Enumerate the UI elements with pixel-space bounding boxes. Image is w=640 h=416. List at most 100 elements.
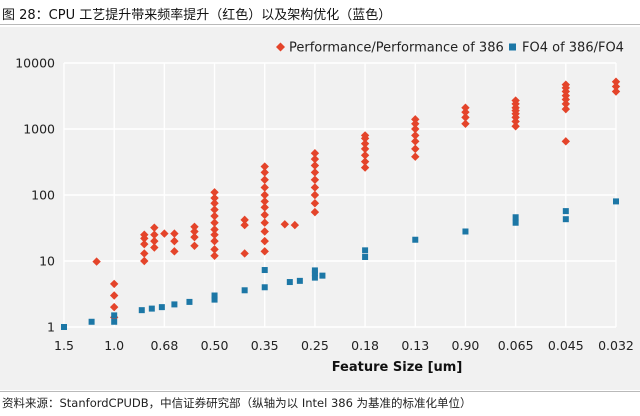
performance-point (461, 107, 470, 117)
fo4-point (148, 305, 155, 312)
performance-point (310, 148, 320, 158)
x-axis-title: Feature Size [um] (332, 360, 463, 375)
performance-point (260, 168, 269, 177)
performance-point (210, 211, 219, 221)
performance-point (140, 256, 149, 266)
fo4-point (412, 236, 419, 243)
figure-title: 图 28：CPU 工艺提升带来频率提升（红色）以及架构优化（蓝色） (2, 8, 392, 23)
performance-point (150, 230, 159, 239)
fo4-point (61, 324, 67, 330)
performance-point (260, 203, 269, 212)
performance-point (260, 218, 269, 227)
performance-point (210, 236, 219, 246)
y-tick-label: 1 (47, 320, 55, 335)
fo4-series (61, 198, 619, 330)
performance-point (260, 210, 269, 220)
performance-point (190, 241, 199, 250)
fo4-point (462, 228, 469, 235)
fo4-point (211, 292, 218, 299)
fo4-point (211, 296, 218, 303)
y-tick-labels: 1 10 100 1000 10000 (15, 56, 55, 335)
fo4-point (512, 219, 519, 226)
scatter-chart: 1 10 100 1000 10000 1.5 1.0 0.68 0.50 0.35 0.25 0.… (15, 41, 634, 376)
performance-point (511, 122, 520, 131)
x-tick-label: 0.045 (548, 338, 584, 353)
performance-point (140, 249, 149, 258)
fo4-point (311, 274, 318, 281)
performance-point (511, 96, 520, 105)
fo4-point (296, 277, 303, 284)
performance-point (260, 190, 269, 200)
fo4-point (613, 198, 619, 205)
y-tick-label: 10 (39, 254, 55, 269)
performance-point (360, 144, 370, 154)
performance-point (310, 175, 320, 184)
fo4-point (362, 247, 369, 254)
performance-point (190, 232, 199, 242)
x-tick-label: 1.0 (104, 338, 124, 353)
legend: Performance/Performance of 386 FO4 of 38… (276, 41, 624, 56)
fo4-point (241, 287, 248, 294)
source-note: 资料来源：StanfordCPUDB，中信证券研究部（纵轴为以 Intel 38… (2, 396, 472, 410)
performance-point (461, 113, 470, 122)
performance-point (411, 152, 420, 161)
performance-point (310, 190, 320, 200)
performance-point (210, 205, 219, 214)
performance-point (210, 218, 219, 227)
performance-point (190, 222, 199, 231)
fo4-point (319, 272, 326, 279)
performance-point (310, 154, 320, 164)
performance-point (260, 236, 269, 246)
fo4-point (158, 304, 165, 311)
x-tick-label: 0.50 (201, 338, 229, 353)
performance-point (411, 144, 420, 154)
performance-point (240, 249, 249, 258)
fo4-point (111, 318, 118, 325)
legend-fo4-label: FO4 of 386/FO4 (522, 41, 624, 56)
performance-point (210, 188, 219, 197)
performance-point (461, 119, 470, 128)
performance-point (210, 245, 219, 254)
performance-point (260, 162, 269, 171)
fo4-point (311, 267, 318, 274)
fo4-point (512, 214, 519, 221)
y-tick-label: 100 (31, 188, 55, 203)
performance-point (109, 302, 119, 312)
fo4-point (286, 279, 293, 286)
source-rule (0, 391, 640, 392)
performance-point (411, 119, 420, 128)
x-tick-label: 0.032 (598, 338, 634, 353)
performance-point (160, 229, 169, 238)
performance-point (411, 137, 420, 146)
performance-point (611, 87, 621, 96)
performance-point (360, 163, 370, 172)
performance-point (310, 168, 320, 177)
performance-series (92, 77, 621, 322)
performance-point (150, 223, 159, 232)
performance-point (170, 229, 179, 238)
fo4-point (362, 253, 369, 260)
performance-point (150, 243, 159, 252)
fo4-point (138, 307, 145, 314)
performance-point (310, 199, 320, 208)
performance-point (210, 230, 219, 239)
y-tick-label: 1000 (23, 122, 55, 137)
performance-point (109, 291, 119, 300)
fo4-point (562, 216, 569, 223)
fo4-point (171, 301, 178, 308)
x-tick-label: 0.35 (251, 338, 279, 353)
x-tick-label: 1.5 (54, 338, 74, 353)
x-tick-label: 0.68 (150, 338, 178, 353)
performance-point (92, 257, 101, 266)
performance-point (190, 227, 199, 236)
performance-point (561, 104, 571, 114)
performance-point (210, 251, 219, 260)
performance-point (260, 247, 269, 256)
performance-point (140, 230, 149, 239)
grid-lines (63, 62, 617, 328)
performance-point (310, 183, 320, 192)
x-tick-labels: 1.5 1.0 0.68 0.50 0.35 0.25 0.18 0.13 0.90 0.065 0… (54, 338, 634, 353)
performance-point (170, 236, 179, 246)
performance-point (260, 183, 269, 192)
performance-point (561, 137, 571, 146)
